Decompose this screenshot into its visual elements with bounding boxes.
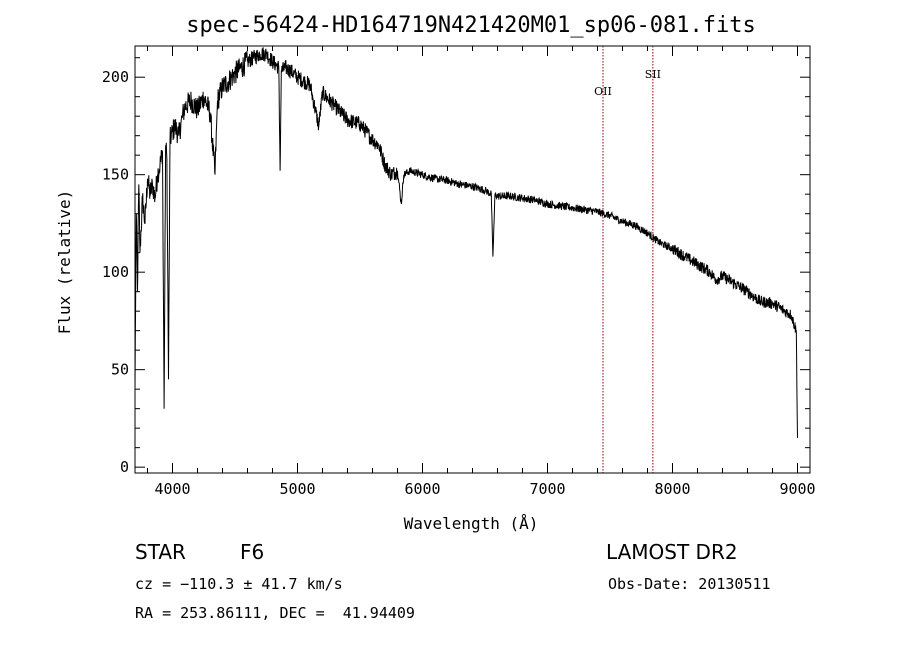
x-tick-label: 8000 <box>654 480 690 498</box>
object-class: STAR <box>135 540 186 564</box>
plot-area: 4000 5000 6000 7000 8000 9000 0 50 100 150 200 OII S… <box>102 45 816 498</box>
y-tick-label: 200 <box>102 68 129 86</box>
annotation-label: SII <box>645 68 661 81</box>
x-tick-label: 4000 <box>154 480 190 498</box>
y-tick-label: 50 <box>111 361 129 379</box>
survey-name: LAMOST DR2 <box>606 540 738 564</box>
plot-frame <box>134 45 811 474</box>
spectrum-line <box>134 47 798 438</box>
obs-date: Obs-Date: 20130511 <box>608 575 771 593</box>
coordinates: RA = 253.86111, DEC = 41.94409 <box>135 604 415 622</box>
y-tick-label: 100 <box>102 263 129 281</box>
x-tick-label: 5000 <box>279 480 315 498</box>
chart-title: spec-56424-HD164719N421420M01_sp06-081.f… <box>186 13 756 38</box>
y-tick-label: 150 <box>102 166 129 184</box>
y-axis-label: Flux (relative) <box>55 190 74 335</box>
x-tick-label: 9000 <box>779 480 815 498</box>
redshift-cz: cz = −110.3 ± 41.7 km/s <box>135 575 343 593</box>
x-axis-label: Wavelength (Å) <box>404 514 539 533</box>
y-tick-label: 0 <box>120 458 129 476</box>
annotation-label: OII <box>594 85 612 98</box>
x-tick-label: 6000 <box>404 480 440 498</box>
object-subclass: F6 <box>240 540 265 564</box>
x-tick-label: 7000 <box>529 480 565 498</box>
